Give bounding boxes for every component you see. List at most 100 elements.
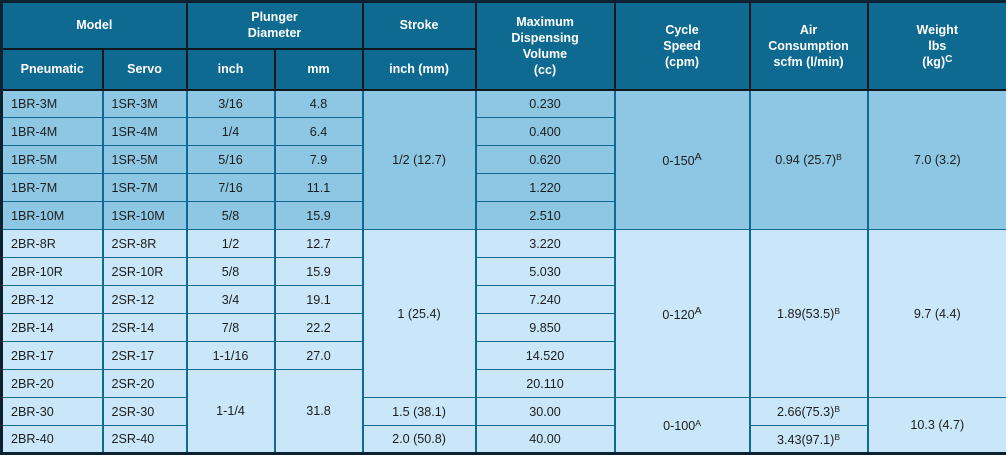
air-value: 3.43(97.1) <box>777 433 834 447</box>
cell-volume: 40.00 <box>476 426 615 454</box>
header-air-consumption: Air Consumption scfm (l/min) <box>750 2 868 90</box>
cell-servo: 2SR-8R <box>103 230 187 258</box>
cycle-value: 0-150 <box>662 154 694 168</box>
cell-volume: 5.030 <box>476 258 615 286</box>
cell-plunger-inch: 5/16 <box>187 146 275 174</box>
cell-plunger-inch: 7/16 <box>187 174 275 202</box>
air-footnote-mark: B <box>834 432 840 442</box>
cycle-value: 0-100 <box>663 419 695 433</box>
cell-pneumatic: 2BR-12 <box>2 286 103 314</box>
cell-pneumatic: 2BR-40 <box>2 426 103 454</box>
table-row: 2BR-8R 2SR-8R 1/2 12.7 1 (25.4) 3.220 0-… <box>2 230 1006 258</box>
cell-plunger-inch: 1/2 <box>187 230 275 258</box>
header-servo-label: Servo <box>127 62 162 76</box>
header-volume-label: Maximum Dispensing Volume (cc) <box>511 15 578 77</box>
header-pneumatic: Pneumatic <box>2 49 103 90</box>
cell-air-consumption: 2.66(75.3)B <box>750 398 868 426</box>
cell-pneumatic: 1BR-5M <box>2 146 103 174</box>
cell-servo: 1SR-5M <box>103 146 187 174</box>
cell-weight: 9.7 (4.4) <box>868 230 1006 398</box>
cell-plunger-inch: 1/4 <box>187 118 275 146</box>
air-footnote-mark: B <box>836 152 842 162</box>
air-value: 2.66(75.3) <box>777 405 834 419</box>
cell-plunger-mm: 22.2 <box>275 314 363 342</box>
cell-volume: 30.00 <box>476 398 615 426</box>
cell-plunger-mm: 15.9 <box>275 202 363 230</box>
header-stroke-label: Stroke <box>400 18 439 32</box>
cell-air-consumption: 3.43(97.1)B <box>750 426 868 454</box>
air-footnote-mark: B <box>834 306 840 316</box>
cell-air-consumption: 0.94 (25.7)B <box>750 90 868 230</box>
cell-volume: 0.620 <box>476 146 615 174</box>
cell-plunger-mm: 31.8 <box>275 370 363 454</box>
cell-pneumatic: 1BR-4M <box>2 118 103 146</box>
cell-plunger-inch: 1-1/4 <box>187 370 275 454</box>
header-stroke: Stroke <box>363 2 476 49</box>
cell-pneumatic: 2BR-10R <box>2 258 103 286</box>
cell-servo: 2SR-40 <box>103 426 187 454</box>
header-pneumatic-label: Pneumatic <box>21 62 84 76</box>
cell-plunger-mm: 6.4 <box>275 118 363 146</box>
header-plunger-diameter-label: Plunger Diameter <box>248 10 302 40</box>
cell-cycle-speed: 0-120A <box>615 230 750 398</box>
cell-plunger-mm: 12.7 <box>275 230 363 258</box>
header-model-label: Model <box>76 18 112 32</box>
cell-plunger-inch: 5/8 <box>187 202 275 230</box>
cell-volume: 2.510 <box>476 202 615 230</box>
cell-plunger-inch: 3/16 <box>187 90 275 118</box>
cell-servo: 1SR-10M <box>103 202 187 230</box>
cell-servo: 2SR-17 <box>103 342 187 370</box>
cell-pneumatic: 1BR-10M <box>2 202 103 230</box>
header-model: Model <box>2 2 187 49</box>
cell-stroke: 1/2 (12.7) <box>363 90 476 230</box>
cell-pneumatic: 1BR-7M <box>2 174 103 202</box>
header-plunger-diameter: Plunger Diameter <box>187 2 363 49</box>
header-row-1: Model Plunger Diameter Stroke Maximum Di… <box>2 2 1006 49</box>
cycle-footnote-mark: A <box>695 305 702 317</box>
weight-footnote-mark: C <box>945 54 952 65</box>
table-row: 2BR-40 2SR-40 2.0 (50.8) 40.00 3.43(97.1… <box>2 426 1006 454</box>
cell-stroke: 1.5 (38.1) <box>363 398 476 426</box>
cell-pneumatic: 2BR-30 <box>2 398 103 426</box>
cell-cycle-speed: 0-100A <box>615 398 750 454</box>
cell-plunger-inch: 5/8 <box>187 258 275 286</box>
air-value: 1.89(53.5) <box>777 307 834 321</box>
cell-stroke: 2.0 (50.8) <box>363 426 476 454</box>
cell-weight: 7.0 (3.2) <box>868 90 1006 230</box>
header-cycle-speed-label: Cycle Speed (cpm) <box>663 23 701 69</box>
cell-servo: 2SR-20 <box>103 370 187 398</box>
header-cycle-speed: Cycle Speed (cpm) <box>615 2 750 90</box>
cell-pneumatic: 2BR-14 <box>2 314 103 342</box>
cell-plunger-mm: 7.9 <box>275 146 363 174</box>
header-inch: inch <box>187 49 275 90</box>
cell-plunger-inch: 1-1/16 <box>187 342 275 370</box>
cell-volume: 14.520 <box>476 342 615 370</box>
cell-plunger-inch: 7/8 <box>187 314 275 342</box>
cell-volume: 3.220 <box>476 230 615 258</box>
cell-pneumatic: 2BR-17 <box>2 342 103 370</box>
cell-volume: 1.220 <box>476 174 615 202</box>
cycle-footnote-mark: A <box>695 151 702 163</box>
header-stroke-unit-label: inch (mm) <box>389 62 449 76</box>
table-row: 2BR-30 2SR-30 1.5 (38.1) 30.00 0-100A 2.… <box>2 398 1006 426</box>
cell-cycle-speed: 0-150A <box>615 90 750 230</box>
cell-plunger-mm: 19.1 <box>275 286 363 314</box>
header-mm-label: mm <box>307 62 329 76</box>
cell-servo: 2SR-12 <box>103 286 187 314</box>
table-row: 1BR-3M 1SR-3M 3/16 4.8 1/2 (12.7) 0.230 … <box>2 90 1006 118</box>
header-stroke-unit: inch (mm) <box>363 49 476 90</box>
cell-volume: 9.850 <box>476 314 615 342</box>
header-air-consumption-label: Air Consumption scfm (l/min) <box>768 23 849 69</box>
cell-air-consumption: 1.89(53.5)B <box>750 230 868 398</box>
air-footnote-mark: B <box>834 404 840 414</box>
cycle-footnote-mark: A <box>695 418 701 428</box>
cell-servo: 2SR-30 <box>103 398 187 426</box>
cell-volume: 7.240 <box>476 286 615 314</box>
cell-plunger-inch: 3/4 <box>187 286 275 314</box>
cycle-value: 0-120 <box>662 308 694 322</box>
cell-volume: 20.110 <box>476 370 615 398</box>
cell-plunger-mm: 4.8 <box>275 90 363 118</box>
cell-weight: 10.3 (4.7) <box>868 398 1006 454</box>
cell-pneumatic: 2BR-20 <box>2 370 103 398</box>
